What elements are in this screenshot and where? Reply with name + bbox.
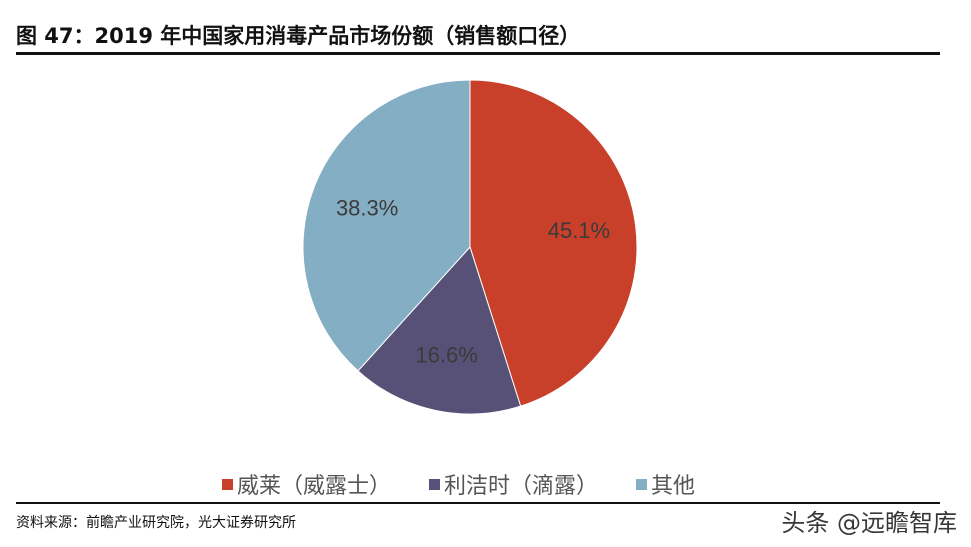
legend-item-weilai: 威莱（威露士） xyxy=(222,468,391,500)
legend-item-reckitt: 利洁时（滴露） xyxy=(429,468,598,500)
pie-slices xyxy=(302,79,638,415)
legend-swatch-weilai xyxy=(222,478,233,490)
source-note: 资料来源：前瞻产业研究院，光大证券研究所 xyxy=(16,515,296,531)
legend-swatch-reckitt xyxy=(429,478,441,490)
legend-item-other: 其他 xyxy=(636,468,695,500)
legend-label: 其他 xyxy=(651,474,696,499)
legend-label: 威莱（威露士） xyxy=(237,474,392,499)
legend-label: 利洁时（滴露） xyxy=(444,474,599,499)
footer-divider xyxy=(16,502,940,504)
watermark: 头条 @远瞻智库 xyxy=(781,509,957,537)
chart-title: 图 47：2019 年中国家用消毒产品市场份额（销售额口径） xyxy=(16,24,581,48)
title-divider xyxy=(16,52,940,55)
pie-data-labels: 45.1% 16.6% 38.3% xyxy=(336,195,610,367)
pie-slice-weilai xyxy=(469,79,638,407)
data-label-other: 38.3% xyxy=(336,195,398,220)
data-label-weilai: 45.1% xyxy=(548,218,610,243)
legend-swatch-other xyxy=(636,478,648,490)
data-label-reckitt: 16.6% xyxy=(415,343,477,368)
chart-legend: 威莱（威露士） 利洁时（滴露） 其他 xyxy=(222,468,733,500)
pie-slice-reckitt xyxy=(357,246,522,415)
pie-slice-other xyxy=(302,79,471,372)
